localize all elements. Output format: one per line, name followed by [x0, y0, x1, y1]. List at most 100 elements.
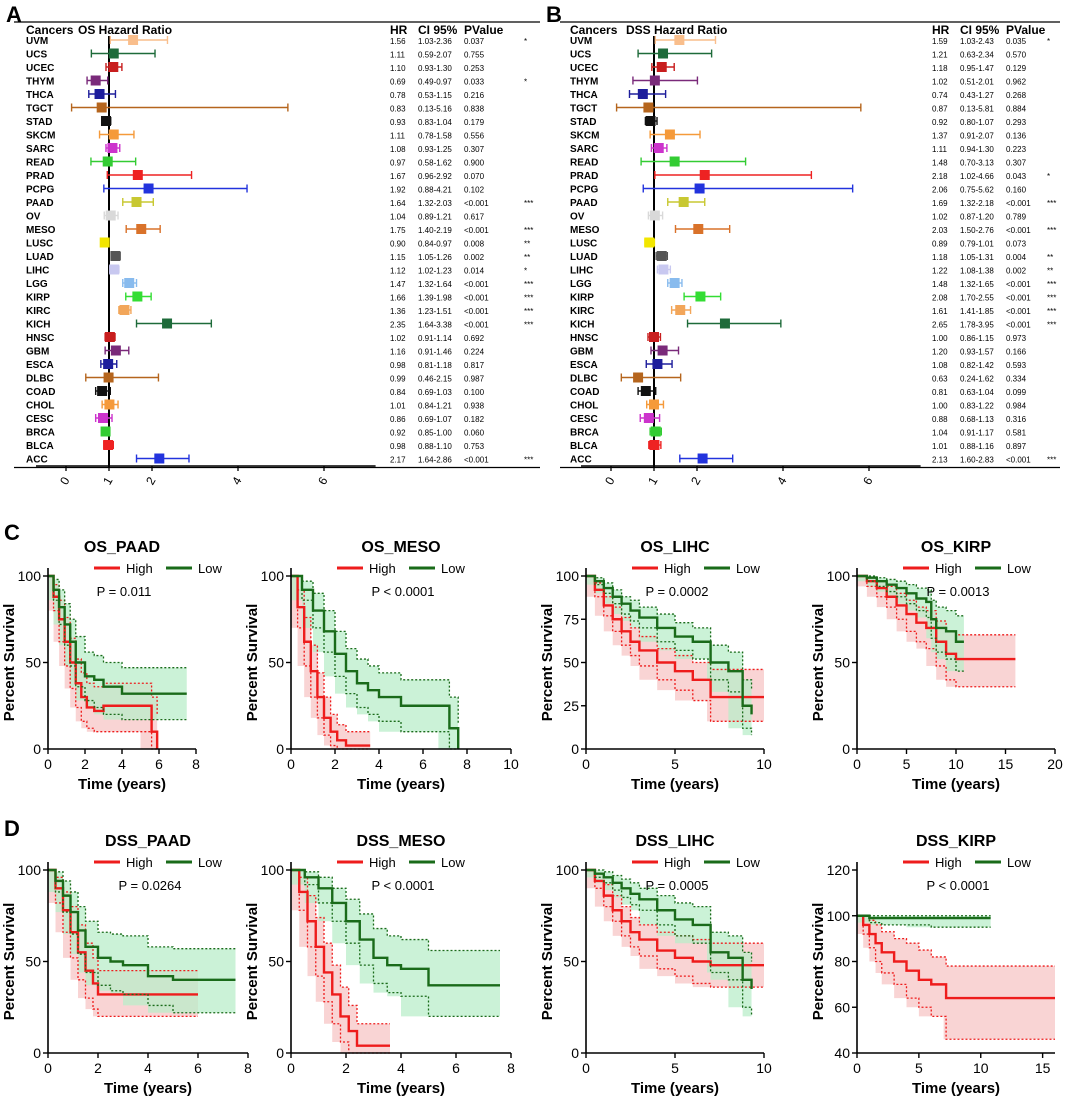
forest-point	[103, 372, 114, 383]
forest-row-ci: 0.69-1.07	[418, 415, 452, 424]
km-y-tick-label: 100	[556, 862, 580, 878]
forest-row-hr: 0.83	[390, 105, 406, 114]
forest-row-significance: ***	[1047, 307, 1056, 316]
km-y-tick-label: 100	[18, 568, 42, 584]
km-x-tick-label: 4	[375, 756, 383, 772]
forest-row-hr: 2.06	[932, 186, 948, 195]
km-legend-label: Low	[736, 855, 760, 870]
forest-row-hr: 1.16	[390, 348, 406, 357]
forest-point	[104, 399, 115, 410]
forest-row-hr: 1.36	[390, 307, 406, 316]
forest-row-ci: 0.96-2.92	[418, 172, 452, 181]
forest-x-tick-label: 2	[688, 474, 704, 487]
km-x-tick-label: 5	[915, 1060, 923, 1076]
forest-row-cancer: KICH	[570, 320, 594, 331]
forest-row-ci: 0.24-1.62	[960, 375, 994, 384]
forest-row-pvalue: 0.166	[1006, 348, 1027, 357]
forest-row-pvalue: 0.581	[1006, 429, 1027, 438]
forest-row-hr: 0.63	[932, 375, 948, 384]
forest-point	[110, 251, 121, 261]
forest-row-pvalue: 0.334	[1006, 375, 1027, 384]
forest-row-hr: 0.92	[932, 118, 948, 127]
forest-row-ci: 0.91-1.17	[960, 429, 994, 438]
km-y-label: Percent Survival	[810, 903, 827, 1021]
forest-x-tick-label: 1	[100, 474, 116, 487]
forest-x-tick-label: 4	[774, 474, 790, 487]
km-survival-curve	[586, 574, 753, 715]
km-p-value: P = 0.0013	[926, 584, 989, 599]
km-y-label: Percent Survival	[244, 903, 261, 1021]
km-x-tick-label: 6	[155, 756, 163, 772]
km-ci-upper	[48, 575, 187, 669]
forest-row-pvalue: <0.001	[464, 280, 489, 289]
km-x-tick-label: 0	[582, 756, 590, 772]
km-x-label: Time (years)	[912, 1080, 1000, 1097]
forest-row-pvalue: <0.001	[1006, 199, 1031, 208]
forest-row-cancer: SKCM	[26, 131, 55, 142]
forest-row-hr: 1.22	[932, 267, 948, 276]
forest-row-cancer: ACC	[26, 455, 48, 466]
forest-row-cancer: SARC	[570, 144, 598, 155]
forest-row-hr: 0.86	[390, 415, 406, 424]
km-title: DSS_MESO	[357, 833, 446, 850]
km-ci-lower	[291, 575, 459, 750]
forest-row-ci: 1.05-1.31	[960, 253, 994, 262]
forest-row-pvalue: 0.692	[464, 334, 485, 343]
forest-point	[669, 156, 680, 167]
forest-row-cancer: SARC	[26, 144, 54, 155]
forest-row-ci: 0.43-1.27	[960, 91, 994, 100]
forest-row-ci: 0.51-2.01	[960, 78, 994, 87]
forest-point	[132, 170, 143, 180]
forest-point	[699, 170, 710, 180]
forest-row-pvalue: <0.001	[464, 226, 489, 235]
forest-row-ci: 1.78-3.95	[960, 321, 994, 330]
km-ci-upper	[586, 575, 764, 671]
forest-row-ci: 1.32-2.03	[418, 199, 452, 208]
km-y-tick-label: 100	[556, 568, 580, 584]
forest-row-ci: 0.83-1.04	[418, 118, 452, 127]
km-x-tick-label: 6	[194, 1060, 202, 1076]
forest-point	[643, 102, 654, 113]
forest-point	[96, 102, 107, 113]
forest-row-hr: 1.75	[390, 226, 406, 235]
forest-point	[109, 264, 120, 275]
km-ci-upper	[291, 869, 500, 952]
km-y-label: Percent Survival	[1, 604, 18, 722]
forest-row-cancer: UCS	[26, 50, 47, 61]
forest-row-ci: 1.39-1.98	[418, 294, 452, 303]
km-x-tick-label: 4	[144, 1060, 152, 1076]
km-legend-label: High	[664, 855, 691, 870]
km-p-value: P < 0.0001	[371, 878, 434, 893]
forest-row-pvalue: 0.984	[1006, 402, 1027, 411]
panel-label-b: B	[546, 2, 562, 27]
km-y-tick-label: 25	[563, 698, 579, 714]
km-p-value: P = 0.0005	[645, 878, 708, 893]
km-x-tick-label: 2	[94, 1060, 102, 1076]
km-ci-lower	[857, 915, 991, 928]
km-plot-os_kirp: OS_KIRP 0 50 100 0 5 10 15 20 Time (years) Percent…	[810, 539, 1063, 793]
forest-point	[644, 237, 655, 248]
km-y-tick-label: 120	[827, 862, 851, 878]
km-y-tick-label: 100	[827, 568, 851, 584]
forest-point	[110, 345, 121, 356]
km-ci-upper	[586, 869, 753, 962]
forest-row-cancer: BRCA	[570, 428, 599, 439]
forest-row-cancer: DLBC	[570, 374, 598, 385]
forest-point	[108, 129, 119, 140]
km-ci-upper	[586, 575, 753, 691]
forest-row-hr: 1.04	[932, 429, 948, 438]
forest-row-ci: 0.49-0.97	[418, 78, 452, 87]
forest-row-hr: 1.00	[932, 402, 948, 411]
forest-row-cancer: DLBC	[26, 374, 54, 385]
forest-row-ci: 0.79-1.01	[960, 240, 994, 249]
forest-row-significance: ***	[1047, 226, 1056, 235]
forest-row-pvalue: <0.001	[464, 321, 489, 330]
forest-row-hr: 1.08	[390, 145, 406, 154]
forest-point	[695, 291, 706, 302]
forest-row-cancer: LIHC	[570, 266, 593, 277]
forest-point	[119, 305, 130, 315]
km-y-label: Percent Survival	[244, 604, 261, 722]
km-y-label: Percent Survival	[539, 604, 556, 722]
km-x-tick-label: 15	[1035, 1060, 1051, 1076]
